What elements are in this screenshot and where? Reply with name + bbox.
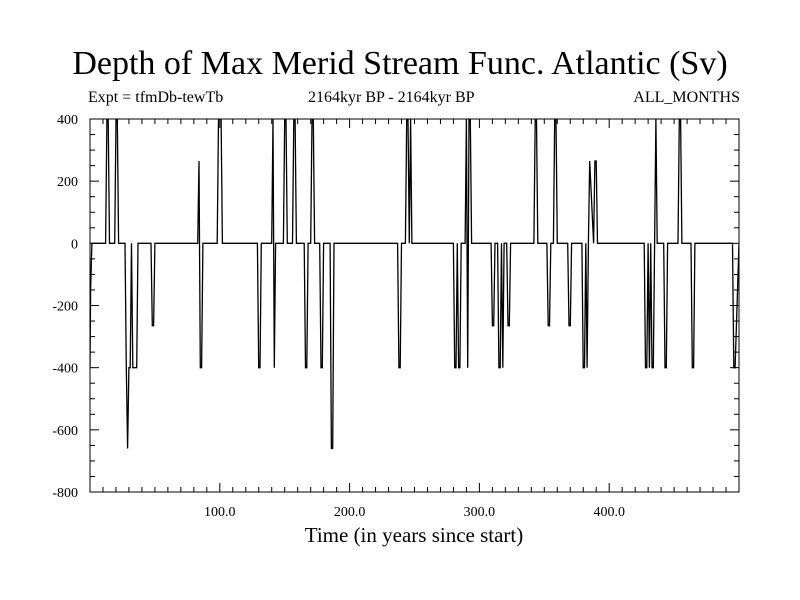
y-tick-label: -600 [52, 424, 78, 439]
series-line [90, 119, 739, 450]
x-tick-label: 400.0 [593, 505, 625, 520]
y-tick-label: -800 [52, 486, 78, 501]
chart-title: Depth of Max Merid Stream Func. Atlantic… [72, 45, 728, 82]
experiment-label: Expt = tfmDb-tewTb [88, 89, 224, 106]
plot-frame [89, 118, 740, 493]
y-tick-label: 200 [57, 175, 78, 190]
x-tick-label: 200.0 [334, 505, 366, 520]
x-tick-label: 100.0 [204, 505, 236, 520]
y-tick-label: 0 [71, 237, 78, 252]
months-label: ALL_MONTHS [633, 89, 740, 106]
y-tick-label: -400 [52, 362, 78, 377]
axis-ticks: 400 200 0 -200 -400 -600 -800 100.0 200.0 300.0 40… [52, 113, 739, 520]
x-axis-label: Time (in years since start) [305, 523, 524, 547]
y-tick-label: 400 [57, 113, 78, 128]
data-layer [90, 119, 739, 450]
time-range-label: 2164kyr BP - 2164kyr BP [308, 89, 475, 106]
x-tick-label: 300.0 [464, 505, 496, 520]
y-tick-label: -200 [52, 300, 78, 315]
